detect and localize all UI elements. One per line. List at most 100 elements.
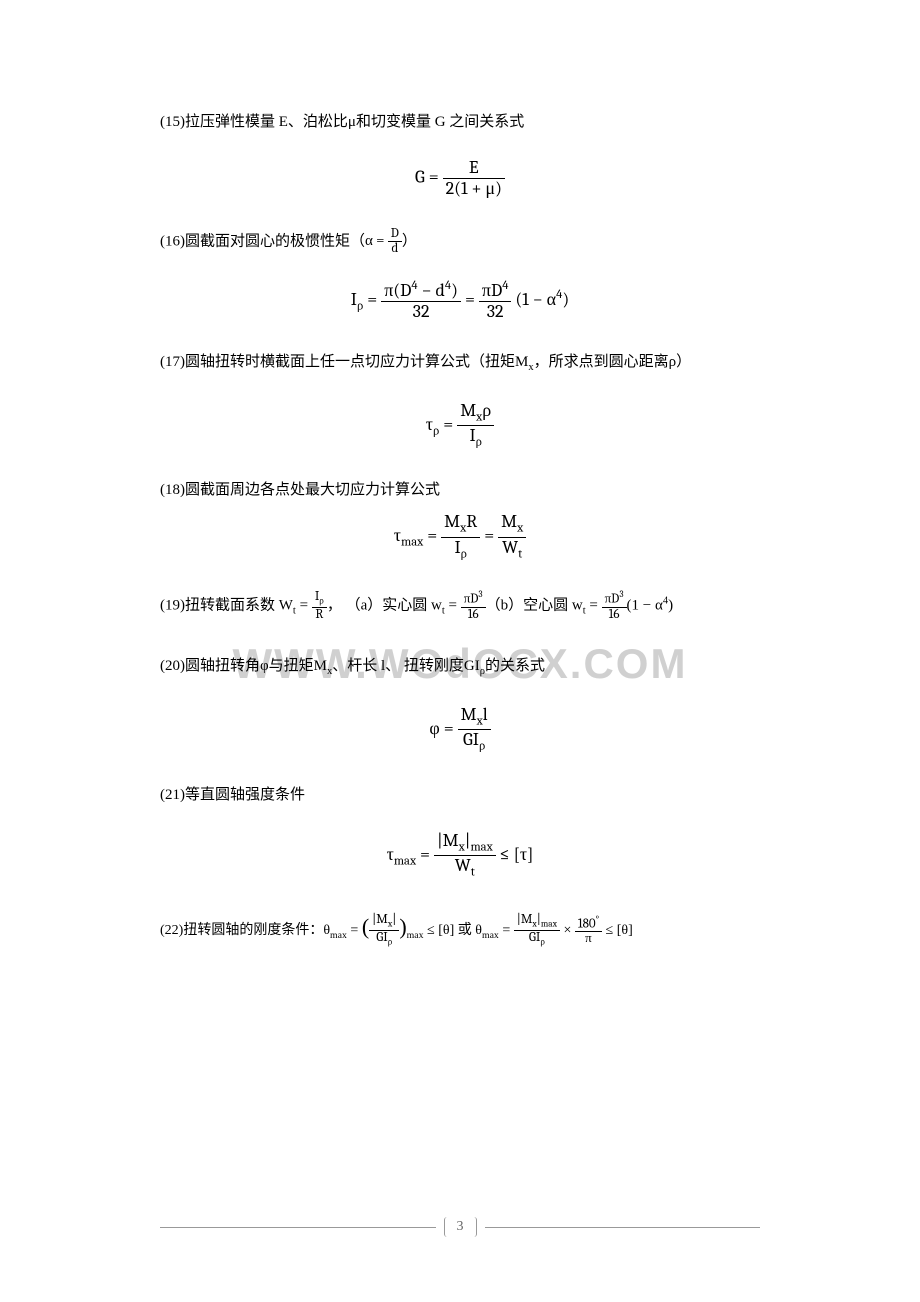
item-22-sub: max bbox=[330, 930, 347, 941]
formula-16: Iρ = π(D4 − d4) 32 = πD4 32 (1 − α4) bbox=[160, 280, 760, 322]
item-17: (17)圆轴扭转时横截面上任一点切应力计算公式（扭矩Mx，所求点到圆心距离ρ） … bbox=[160, 350, 760, 451]
i19-bns: 3 bbox=[619, 590, 623, 600]
item-16-alpha-num: D bbox=[388, 227, 402, 242]
page-number: 3 bbox=[444, 1217, 477, 1237]
f16-d1: 32 bbox=[381, 302, 461, 322]
i19-fns: ρ bbox=[319, 597, 324, 607]
item-19-t6: = bbox=[586, 598, 602, 614]
f17-lhs: τ bbox=[426, 414, 433, 435]
f18-lhs-sub: max bbox=[401, 536, 423, 550]
item-16-alpha-den: d bbox=[388, 242, 402, 256]
i22-p2n: |M bbox=[517, 912, 533, 927]
f16-n1c: ) bbox=[451, 280, 458, 301]
page-footer: 3 bbox=[160, 1217, 760, 1237]
item-22-text: (22)扭转圆轴的刚度条件：θmax = (|Mx|GIρ)max ≤ [θ] … bbox=[160, 909, 760, 948]
i19-bd: 16 bbox=[602, 608, 627, 622]
item-16: (16)圆截面对圆心的极惯性矩（α = Dd） Iρ = π(D4 − d4) … bbox=[160, 227, 760, 322]
f18-eq2: = bbox=[484, 526, 498, 547]
item-21: (21)等直圆轴强度条件 τmax = |Mx|max Wt ≤ [τ] bbox=[160, 783, 760, 881]
item-19-t7: (1 − α bbox=[627, 598, 663, 614]
f17-eq: = bbox=[439, 414, 457, 435]
f20-lhs: φ = bbox=[429, 718, 457, 739]
f15-lhs: G = bbox=[415, 167, 439, 188]
f16-d2: 32 bbox=[479, 302, 512, 322]
item-22-t3s: max bbox=[482, 930, 499, 941]
f18-n2s: x bbox=[517, 522, 523, 536]
f21-eq: = bbox=[416, 844, 434, 865]
item-22-body: 扭转圆轴的刚度条件：θ bbox=[183, 923, 330, 938]
f17-num: M bbox=[460, 400, 476, 421]
f16-tail: (1 − α bbox=[515, 289, 556, 310]
item-22-eq: = bbox=[347, 923, 362, 938]
item-22: (22)扭转圆轴的刚度条件：θmax = (|Mx|GIρ)max ≤ [θ] … bbox=[160, 909, 760, 948]
item-22-t6: ≤ [θ] bbox=[602, 923, 633, 938]
f18-d2s: t bbox=[518, 547, 522, 561]
f21-num: |M bbox=[437, 830, 459, 851]
item-20-body3: 的关系式 bbox=[485, 658, 545, 674]
item-19-eq: = bbox=[296, 598, 312, 614]
i19-fd: R bbox=[312, 608, 327, 622]
f18-n1t: R bbox=[466, 511, 477, 532]
item-15-prefix: (15) bbox=[160, 114, 185, 130]
item-20-text: (20)圆轴扭转角φ与扭矩Mx、杆长 l、 扭转刚度GIρ的关系式 bbox=[160, 654, 760, 681]
f18-lhs: τ bbox=[394, 526, 401, 547]
item-22-prefix: (22) bbox=[160, 923, 183, 938]
f18-d2: W bbox=[502, 537, 518, 558]
formula-21: τmax = |Mx|max Wt ≤ [τ] bbox=[160, 831, 760, 881]
item-16-prefix: (16) bbox=[160, 233, 185, 249]
item-16-alpha: α = bbox=[365, 231, 388, 249]
item-17-body: 圆轴扭转时横截面上任一点切应力计算公式（扭矩M bbox=[185, 354, 528, 370]
f21-lhs-sub: max bbox=[394, 855, 416, 869]
f21-lhs: τ bbox=[387, 844, 394, 865]
f17-den-sub: ρ bbox=[476, 436, 482, 450]
item-21-text: (21)等直圆轴强度条件 bbox=[160, 783, 760, 807]
i22-p2d: GI bbox=[529, 930, 540, 945]
f16-n2: πD bbox=[482, 280, 502, 301]
f16-eq2: = bbox=[465, 289, 479, 310]
item-18-body: 圆截面周边各点处最大切应力计算公式 bbox=[185, 482, 440, 498]
f21-den: W bbox=[455, 855, 471, 876]
item-20: (20)圆轴扭转角φ与扭矩Mx、杆长 l、 扭转刚度GIρ的关系式 φ = Mx… bbox=[160, 654, 760, 755]
item-19-body: 扭转截面系数 W bbox=[185, 598, 293, 614]
i22-p3ns: ° bbox=[596, 915, 599, 925]
item-18: (18)圆截面周边各点处最大切应力计算公式 τmax = MxR Iρ = Mx… bbox=[160, 478, 760, 562]
i19-ans: 3 bbox=[478, 590, 482, 600]
f18-d1s: ρ bbox=[461, 547, 467, 561]
formula-15: G = E 2(1 + μ) bbox=[160, 158, 760, 199]
i22-p1nt: | bbox=[392, 912, 396, 927]
item-19: (19)扭转截面系数 Wt = IρR， （a）实心圆 wt = πD316（b… bbox=[160, 590, 760, 622]
i22-p3n: 180 bbox=[578, 916, 596, 931]
item-20-body: 圆轴扭转角φ与扭矩M bbox=[185, 658, 327, 674]
item-16-text: (16)圆截面对圆心的极惯性矩（α = Dd） bbox=[160, 227, 760, 257]
f16-n1a: π(D bbox=[384, 280, 411, 301]
i22-p1os: max bbox=[407, 930, 424, 941]
item-19-text: (19)扭转截面系数 Wt = IρR， （a）实心圆 wt = πD316（b… bbox=[160, 590, 760, 622]
item-16-end: ） bbox=[402, 233, 417, 249]
footer-line-right bbox=[485, 1227, 761, 1228]
i22-p1d: GI bbox=[376, 930, 387, 945]
item-22-t4: = bbox=[499, 923, 514, 938]
item-17-text: (17)圆轴扭转时横截面上任一点切应力计算公式（扭矩Mx，所求点到圆心距离ρ） bbox=[160, 350, 760, 377]
f18-n1: M bbox=[444, 511, 460, 532]
item-19-t8: ) bbox=[668, 598, 673, 614]
item-21-body: 等直圆轴强度条件 bbox=[185, 787, 305, 803]
f18-n2: M bbox=[501, 511, 517, 532]
formula-18: τmax = MxR Iρ = Mx Wt bbox=[160, 512, 760, 562]
f20-num-tail: l bbox=[483, 704, 488, 725]
item-16-body: 圆截面对圆心的极惯性矩（ bbox=[185, 233, 365, 249]
f21-den-sub: t bbox=[471, 866, 475, 880]
i19-ad: 16 bbox=[461, 608, 486, 622]
i19-bn: πD bbox=[605, 592, 620, 607]
f20-num: M bbox=[461, 704, 477, 725]
footer-line-left bbox=[160, 1227, 436, 1228]
f16-n1b: − d bbox=[418, 280, 445, 301]
item-21-prefix: (21) bbox=[160, 787, 185, 803]
f16-s3: 4 bbox=[502, 279, 508, 293]
item-17-body2: ，所求点到圆心距离ρ） bbox=[534, 354, 692, 370]
formula-17: τρ = Mxρ Iρ bbox=[160, 401, 760, 451]
f21-num-sub2: max bbox=[470, 841, 492, 855]
i22-p1ds: ρ bbox=[388, 938, 393, 948]
i19-an: πD bbox=[464, 592, 479, 607]
item-18-text: (18)圆截面周边各点处最大切应力计算公式 bbox=[160, 478, 760, 502]
item-18-prefix: (18) bbox=[160, 482, 185, 498]
